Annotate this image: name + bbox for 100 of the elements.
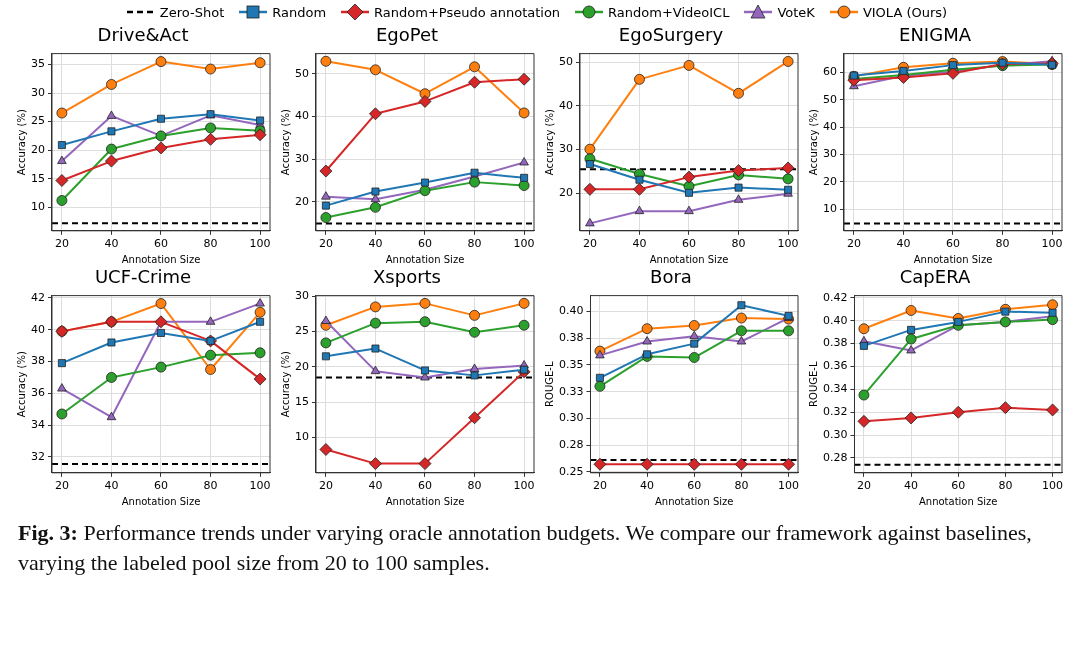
chart-title: EgoPet [375, 24, 439, 46]
y-tick-label: 30 [31, 85, 45, 99]
y-tick-label: 34 [31, 417, 45, 431]
x-tick-label: 100 [249, 237, 271, 251]
x-tick-label: 100 [1042, 479, 1064, 493]
x-tick-label: 100 [249, 479, 271, 493]
y-tick-label: 0.28 [558, 437, 584, 451]
x-tick-label: 20 [318, 237, 333, 251]
x-tick-label: 80 [734, 479, 749, 493]
x-tick-label: 60 [951, 479, 966, 493]
x-tick-label: 60 [418, 237, 432, 251]
x-tick-label: 40 [640, 479, 655, 493]
x-tick-label: 80 [995, 237, 1010, 251]
y-axis-title: Accuracy (%) [15, 351, 27, 418]
y-axis-title: ROUGE-L [807, 361, 819, 407]
x-tick-label: 80 [467, 237, 482, 251]
y-tick-label: 50 [559, 55, 573, 69]
x-tick-label: 80 [998, 479, 1013, 493]
chart-title: CapERA [899, 266, 971, 288]
chart-title: Drive&Act [97, 24, 189, 46]
y-tick-label: 50 [823, 92, 837, 106]
x-tick-label: 100 [778, 479, 800, 493]
y-tick-label: 20 [295, 194, 309, 208]
y-tick-label: 0.30 [822, 427, 848, 441]
y-tick-label: 38 [31, 354, 45, 368]
y-axis-title: Accuracy (%) [543, 109, 555, 176]
y-tick-label: 15 [295, 395, 309, 409]
x-axis-title: Annotation Size [385, 495, 465, 507]
y-tick-label: 25 [295, 324, 309, 338]
y-tick-label: 0.38 [558, 331, 584, 345]
legend-label: Random [272, 4, 327, 20]
y-tick-label: 32 [31, 449, 45, 463]
legend-label: Random+Pseudo annotation [374, 4, 561, 20]
x-tick-label: 100 [513, 479, 535, 493]
x-tick-label: 20 [592, 479, 607, 493]
y-tick-label: 0.40 [822, 313, 848, 327]
x-tick-label: 100 [777, 237, 799, 251]
x-tick-label: 60 [682, 237, 696, 251]
x-tick-label: 40 [368, 237, 383, 251]
legend-label: VoteK [777, 4, 815, 20]
x-tick-label: 80 [467, 479, 482, 493]
x-tick-label: 20 [582, 237, 597, 251]
x-tick-label: 60 [154, 479, 168, 493]
x-tick-label: 20 [846, 237, 861, 251]
y-tick-label: 0.38 [822, 336, 848, 350]
x-tick-label: 40 [632, 237, 647, 251]
y-axis-title: ROUGE-L [543, 361, 555, 407]
y-tick-label: 36 [31, 386, 45, 400]
y-tick-label: 20 [559, 186, 573, 200]
legend-label: Random+VideoICL [608, 4, 730, 20]
x-axis-title: Annotation Size [649, 253, 729, 265]
y-tick-label: 50 [295, 66, 309, 80]
y-tick-label: 30 [823, 147, 837, 161]
y-tick-label: 20 [295, 359, 309, 373]
y-tick-label: 25 [31, 114, 45, 128]
y-tick-label: 0.36 [822, 359, 848, 373]
x-axis-title: Annotation Size [121, 495, 201, 507]
y-tick-label: 0.42 [822, 290, 848, 304]
legend-label: VIOLA (Ours) [862, 4, 948, 20]
y-tick-label: 0.30 [558, 411, 584, 425]
y-axis-title: Accuracy (%) [15, 109, 27, 176]
y-tick-label: 40 [823, 119, 837, 133]
x-axis-title: Annotation Size [654, 495, 734, 507]
y-tick-label: 0.32 [822, 405, 848, 419]
y-tick-label: 30 [559, 142, 573, 156]
x-tick-label: 20 [856, 479, 871, 493]
y-tick-label: 60 [823, 65, 837, 79]
x-axis-title: Annotation Size [385, 253, 465, 265]
y-tick-label: 0.33 [558, 384, 584, 398]
x-tick-label: 40 [896, 237, 911, 251]
x-tick-label: 20 [54, 237, 69, 251]
legend-label: Zero-Shot [159, 4, 225, 20]
y-tick-label: 15 [31, 171, 45, 185]
x-tick-label: 20 [54, 479, 69, 493]
x-tick-label: 40 [104, 237, 119, 251]
chart-title: EgoSurgery [618, 24, 724, 46]
x-tick-label: 100 [1041, 237, 1063, 251]
y-tick-label: 10 [295, 430, 309, 444]
x-tick-label: 60 [154, 237, 168, 251]
x-tick-label: 40 [368, 479, 383, 493]
x-tick-label: 80 [203, 479, 218, 493]
x-axis-title: Annotation Size [913, 253, 993, 265]
chart-title: Bora [650, 266, 692, 288]
x-tick-label: 80 [731, 237, 746, 251]
y-tick-label: 40 [559, 98, 573, 112]
chart-title: UCF-Crime [94, 266, 192, 288]
y-tick-label: 40 [31, 322, 45, 336]
y-axis-title: Accuracy (%) [279, 109, 291, 176]
y-tick-label: 10 [31, 200, 45, 214]
x-axis-title: Annotation Size [918, 495, 998, 507]
y-tick-label: 0.35 [558, 357, 584, 371]
x-tick-label: 20 [318, 479, 333, 493]
x-tick-label: 40 [904, 479, 919, 493]
x-tick-label: 60 [687, 479, 702, 493]
y-tick-label: 0.28 [822, 450, 848, 464]
x-tick-label: 40 [104, 479, 119, 493]
chart-title: ENIGMA [899, 24, 972, 46]
y-axis-title: Accuracy (%) [279, 351, 291, 418]
y-tick-label: 30 [295, 151, 309, 165]
x-axis-title: Annotation Size [121, 253, 201, 265]
